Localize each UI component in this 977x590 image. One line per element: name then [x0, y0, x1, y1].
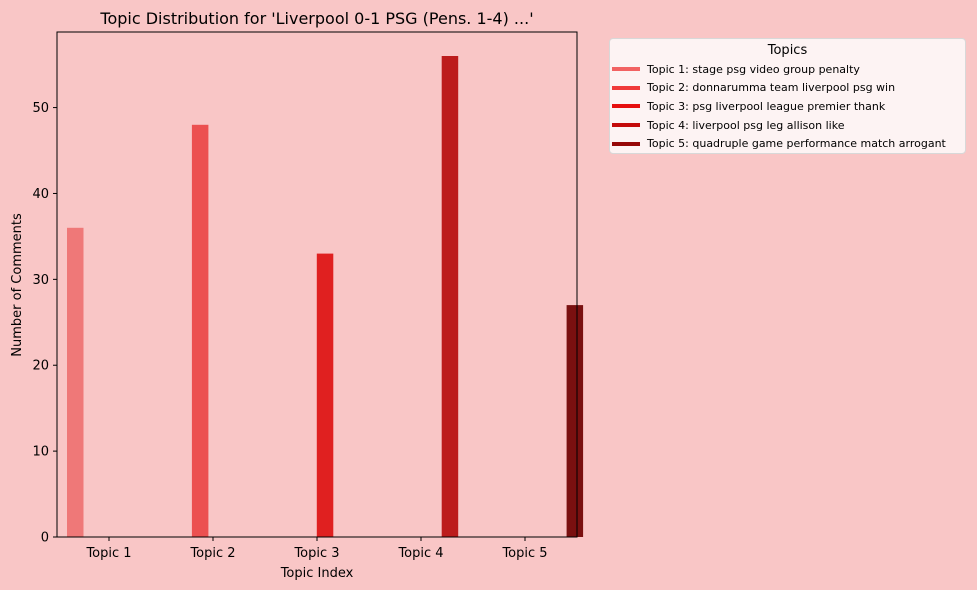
legend-label: Topic 2: donnarumma team liverpool psg w… — [647, 81, 896, 95]
bar-topic-1 — [67, 227, 84, 538]
legend-swatch — [612, 104, 640, 109]
legend-item-topic-4: Topic 4: liverpool psg leg allison like — [610, 116, 965, 135]
x-tick-label: Topic 1 — [85, 546, 131, 561]
y-axis-label: Number of Comments — [10, 213, 25, 357]
legend-label: Topic 4: liverpool psg leg allison like — [647, 118, 845, 132]
legend-title: Topics — [767, 43, 808, 58]
legend-swatch — [612, 85, 640, 90]
legend-swatch — [612, 67, 640, 72]
x-axis-ticks: Topic 1 Topic 2 Topic 3 Topic 4 Topic 5 — [85, 537, 548, 561]
y-tick-label: 0 — [41, 531, 49, 546]
legend-item-topic-1: Topic 1: stage psg video group penalty — [610, 60, 965, 79]
legend-items: Topic 1: stage psg video group penalty To… — [610, 60, 965, 153]
x-tick-label: Topic 3 — [293, 546, 339, 561]
legend-label: Topic 5: quadruple game performance matc… — [647, 137, 946, 151]
bar-topic-2 — [191, 124, 209, 538]
bars-group — [67, 56, 584, 538]
x-axis-label: Topic Index — [280, 566, 354, 581]
y-tick-label: 30 — [32, 273, 49, 288]
x-tick-label: Topic 5 — [501, 546, 547, 561]
legend-item-topic-5: Topic 5: quadruple game performance matc… — [610, 134, 965, 153]
bar-topic-4 — [441, 56, 459, 537]
legend: Topics Topic 1: stage psg video group pe… — [609, 38, 966, 154]
bar-topic-5 — [566, 305, 584, 537]
y-axis-ticks: 0 10 20 30 40 50 — [32, 101, 57, 546]
legend-swatch — [612, 123, 640, 128]
chart-title: Topic Distribution for 'Liverpool 0-1 PS… — [99, 9, 533, 28]
y-tick-label: 20 — [32, 359, 49, 374]
bar-topic-3 — [316, 253, 334, 537]
legend-label: Topic 3: psg liverpool league premier th… — [647, 99, 886, 113]
y-tick-label: 40 — [32, 187, 49, 202]
legend-label: Topic 1: stage psg video group penalty — [647, 62, 860, 76]
y-tick-label: 50 — [32, 101, 49, 116]
legend-item-topic-3: Topic 3: psg liverpool league premier th… — [610, 97, 965, 116]
x-tick-label: Topic 4 — [397, 546, 443, 561]
y-tick-label: 10 — [32, 445, 49, 460]
legend-swatch — [612, 141, 640, 146]
legend-item-topic-2: Topic 2: donnarumma team liverpool psg w… — [610, 79, 965, 98]
x-tick-label: Topic 2 — [189, 546, 235, 561]
